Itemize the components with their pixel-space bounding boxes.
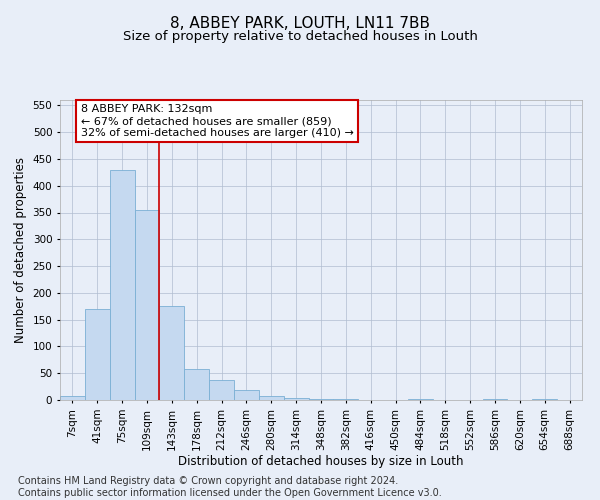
Text: Size of property relative to detached houses in Louth: Size of property relative to detached ho… <box>122 30 478 43</box>
Bar <box>308 399 334 400</box>
Bar <box>184 370 209 400</box>
Bar <box>209 380 234 400</box>
Bar <box>532 399 557 400</box>
Bar <box>110 170 134 400</box>
Bar <box>234 390 259 400</box>
Bar <box>408 399 433 400</box>
Bar <box>284 398 308 400</box>
Bar <box>482 399 508 400</box>
X-axis label: Distribution of detached houses by size in Louth: Distribution of detached houses by size … <box>178 456 464 468</box>
Bar <box>85 309 110 400</box>
Bar <box>134 210 160 400</box>
Text: 8, ABBEY PARK, LOUTH, LN11 7BB: 8, ABBEY PARK, LOUTH, LN11 7BB <box>170 16 430 31</box>
Text: Contains HM Land Registry data © Crown copyright and database right 2024.
Contai: Contains HM Land Registry data © Crown c… <box>18 476 442 498</box>
Bar <box>334 399 358 400</box>
Y-axis label: Number of detached properties: Number of detached properties <box>14 157 27 343</box>
Bar <box>60 396 85 400</box>
Text: 8 ABBEY PARK: 132sqm
← 67% of detached houses are smaller (859)
32% of semi-deta: 8 ABBEY PARK: 132sqm ← 67% of detached h… <box>81 104 354 138</box>
Bar <box>160 306 184 400</box>
Bar <box>259 396 284 400</box>
